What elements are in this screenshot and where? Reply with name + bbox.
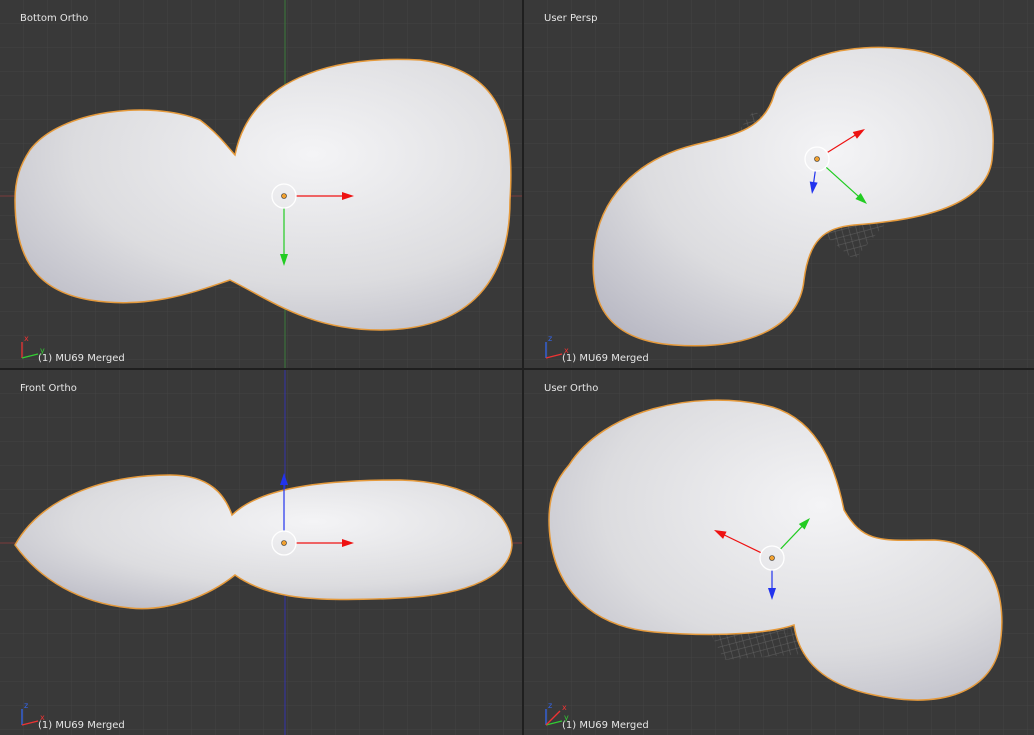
gizmo-arrowhead[interactable]	[809, 181, 818, 194]
gizmo-arrowhead[interactable]	[342, 192, 354, 200]
gizmo-axis	[779, 523, 805, 550]
viewport[interactable]: User Ortho (1) MU69 Merged z yx	[524, 370, 1034, 735]
viewport[interactable]: User Persp (1) MU69 Merged z x	[524, 0, 1034, 368]
gizmo-ring[interactable]	[804, 146, 830, 172]
object-origin	[769, 555, 775, 561]
object-name: (1) MU69 Merged	[562, 720, 649, 731]
mini-axis-label: z	[24, 701, 28, 710]
mini-axis-label: z	[548, 701, 552, 710]
object-origin	[281, 193, 287, 199]
split-h	[0, 368, 1034, 370]
mini-axis	[21, 353, 39, 359]
viewport[interactable]: Front Ortho (1) MU69 Merged z x	[0, 370, 522, 735]
mini-axis-label: y	[564, 713, 569, 722]
gizmo-arrowhead[interactable]	[714, 530, 727, 539]
viewport-label: User Ortho	[544, 383, 598, 394]
mini-axis	[545, 720, 563, 726]
mini-axis	[545, 710, 561, 726]
mini-axis-label: z	[548, 334, 552, 343]
gizmo-arrowhead[interactable]	[768, 588, 776, 600]
asteroid-mesh[interactable]	[592, 46, 994, 347]
asteroid-mesh[interactable]	[14, 58, 512, 331]
gizmo-ring[interactable]	[759, 545, 785, 571]
gizmo-arrowhead[interactable]	[280, 473, 288, 485]
gizmo-ring[interactable]	[271, 530, 297, 556]
mini-axis-label: x	[562, 703, 567, 712]
object-origin	[281, 540, 287, 546]
gizmo-arrowhead[interactable]	[855, 192, 867, 204]
split-v	[522, 0, 524, 735]
mini-axis-label: x	[564, 346, 569, 355]
gizmo-ring[interactable]	[271, 183, 297, 209]
mini-axis-label: y	[40, 346, 45, 355]
mini-axis	[21, 720, 39, 726]
viewport-label: User Persp	[544, 13, 597, 24]
viewport[interactable]: Bottom Ortho (1) MU69 Merged x y	[0, 0, 522, 368]
mini-axis	[545, 353, 563, 359]
object-name: (1) MU69 Merged	[38, 353, 125, 364]
object-name: (1) MU69 Merged	[38, 720, 125, 731]
object-name: (1) MU69 Merged	[562, 353, 649, 364]
asteroid-mesh[interactable]	[14, 474, 513, 610]
asteroid-mesh[interactable]	[548, 399, 1003, 701]
viewport-label: Front Ortho	[20, 383, 77, 394]
gizmo-axis	[720, 532, 762, 554]
gizmo-axis	[826, 132, 859, 154]
gizmo-arrowhead[interactable]	[342, 539, 354, 547]
gizmo-arrowhead[interactable]	[280, 254, 288, 266]
mini-axis-label: x	[40, 713, 45, 722]
gizmo-arrowhead[interactable]	[852, 129, 865, 139]
object-origin	[814, 156, 820, 162]
viewport-label: Bottom Ortho	[20, 13, 88, 24]
gizmo-axis	[825, 166, 862, 200]
mini-axis-label: x	[24, 334, 29, 343]
gizmo-arrowhead[interactable]	[798, 518, 810, 530]
